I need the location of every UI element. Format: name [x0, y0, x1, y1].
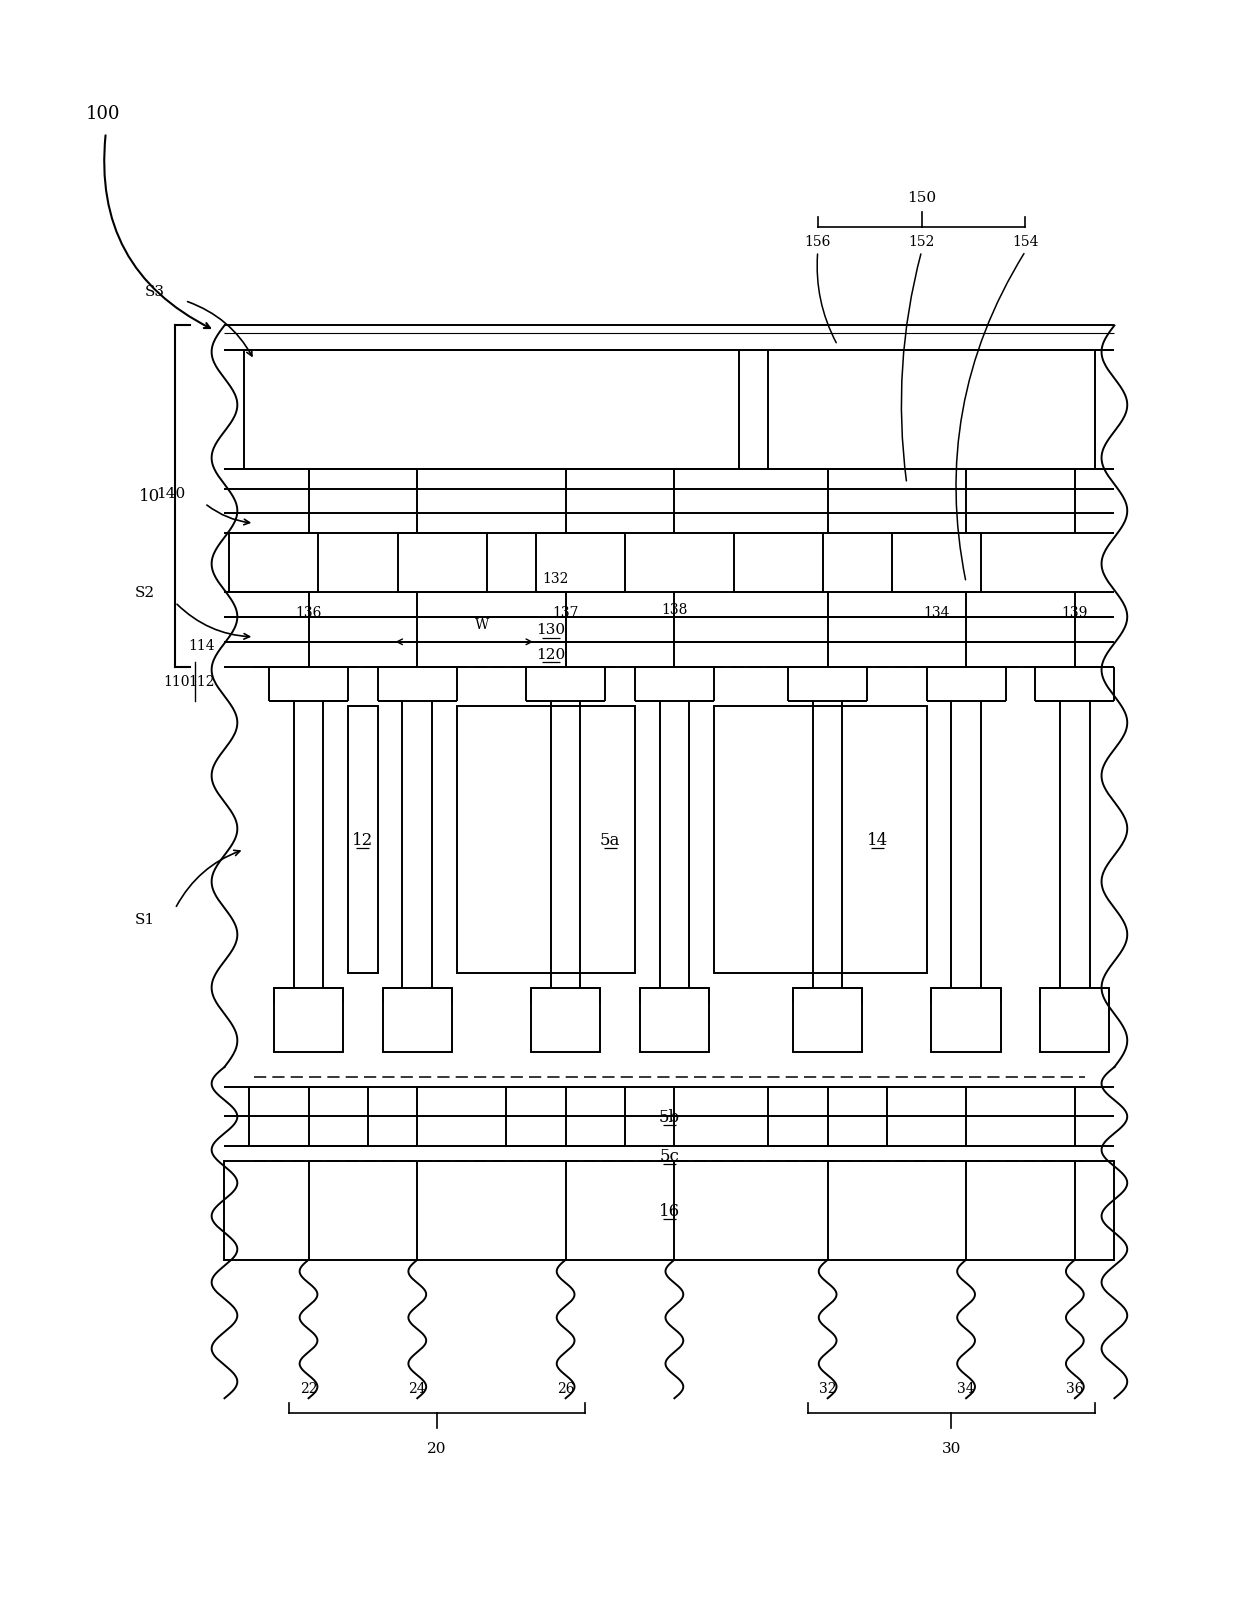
Text: 134: 134: [923, 605, 950, 620]
Text: 140: 140: [156, 488, 185, 501]
Text: 139: 139: [1061, 605, 1087, 620]
Text: 138: 138: [661, 603, 687, 616]
Bar: [398, 534, 486, 592]
Text: 34: 34: [957, 1382, 975, 1395]
Text: S3: S3: [145, 284, 165, 299]
Bar: [714, 706, 926, 974]
Text: 136: 136: [295, 605, 321, 620]
Text: 22: 22: [300, 1382, 317, 1395]
Text: 24: 24: [408, 1382, 427, 1395]
Bar: [769, 1087, 887, 1146]
Text: S2: S2: [135, 586, 155, 600]
Text: 154: 154: [1012, 236, 1039, 249]
Text: 16: 16: [658, 1202, 680, 1220]
Text: 156: 156: [805, 236, 831, 249]
Text: S1: S1: [135, 912, 155, 926]
Text: 36: 36: [1066, 1382, 1084, 1395]
Text: 5a: 5a: [600, 831, 620, 849]
Bar: [506, 1087, 625, 1146]
Text: 110: 110: [164, 676, 190, 689]
Text: 32: 32: [818, 1382, 837, 1395]
Bar: [274, 989, 343, 1053]
Bar: [794, 989, 862, 1053]
Text: 5b: 5b: [658, 1107, 680, 1125]
Bar: [734, 534, 822, 592]
Text: 14: 14: [867, 831, 888, 849]
Text: 152: 152: [909, 236, 935, 249]
Bar: [892, 534, 981, 592]
Bar: [769, 351, 1095, 470]
Text: 130: 130: [536, 623, 565, 637]
Bar: [224, 1160, 1115, 1260]
Bar: [640, 989, 709, 1053]
Text: 12: 12: [352, 831, 373, 849]
Text: W: W: [475, 618, 489, 632]
Bar: [931, 989, 1001, 1053]
Text: 20: 20: [428, 1441, 446, 1454]
Bar: [536, 534, 625, 592]
Text: 112: 112: [188, 676, 215, 689]
Bar: [383, 989, 451, 1053]
Bar: [456, 706, 635, 974]
Bar: [249, 1087, 368, 1146]
Text: 10: 10: [139, 488, 160, 506]
Text: 114: 114: [188, 639, 215, 652]
Bar: [1040, 989, 1110, 1053]
Bar: [348, 706, 378, 974]
Text: 137: 137: [552, 605, 579, 620]
Text: 100: 100: [86, 104, 120, 122]
Text: 5c: 5c: [660, 1148, 680, 1164]
Text: 120: 120: [536, 648, 565, 661]
Bar: [244, 351, 739, 470]
Bar: [531, 989, 600, 1053]
Text: 132: 132: [543, 571, 569, 586]
Text: 26: 26: [557, 1382, 574, 1395]
Text: 150: 150: [906, 191, 936, 205]
Bar: [229, 534, 319, 592]
Text: 30: 30: [941, 1441, 961, 1454]
